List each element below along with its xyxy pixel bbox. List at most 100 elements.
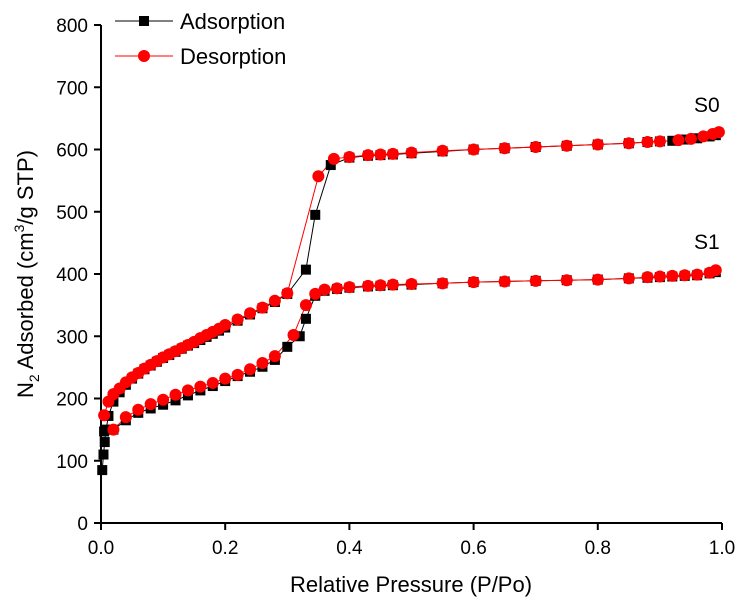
desorption-point [672, 134, 685, 147]
desorption-point [405, 146, 418, 159]
desorption-point [268, 350, 281, 363]
y-tick-label: 100 [56, 452, 88, 473]
legend: Adsorption Desorption [115, 9, 286, 69]
ticks: 0.0 0.2 0.4 0.6 0.8 1.0 0 100 200 300 400 500 600 700… [56, 16, 735, 559]
adsorption-point [300, 264, 311, 275]
desorption-point [102, 395, 115, 408]
adsorption-point [282, 341, 293, 352]
adsorption-point [97, 465, 108, 476]
desorption-point [231, 368, 244, 381]
desorption-point [641, 136, 654, 149]
y-tick-label: 300 [56, 327, 88, 348]
legend-marker-desorption [138, 50, 150, 62]
desorption-point [157, 393, 170, 406]
desorption-point [219, 372, 232, 385]
desorption-point [362, 279, 375, 292]
desorption-point [312, 170, 325, 183]
adsorption-point [99, 426, 110, 437]
desorption-point [98, 409, 111, 422]
adsorption-point [310, 209, 321, 220]
desorption-point [697, 130, 710, 143]
adsorption-point [692, 133, 703, 144]
desorption-point [256, 357, 269, 370]
desorption-point [529, 141, 542, 154]
desorption-point [653, 135, 666, 148]
desorption-point [318, 283, 331, 296]
y-axis-title-middle: Adsorbed (cm [13, 232, 38, 374]
series-line [113, 269, 716, 430]
desorption-point [343, 150, 356, 163]
desorption-point [498, 142, 511, 155]
desorption-point [169, 388, 182, 401]
y-axis-title: N2 Adsorbed (cm3/g STP) [11, 150, 42, 398]
desorption-point [386, 147, 399, 160]
legend-label-adsorption: Adsorption [180, 9, 285, 34]
desorption-point [362, 149, 375, 162]
desorption-point [622, 272, 635, 285]
adsorption-point [294, 331, 305, 342]
desorption-point [181, 384, 194, 397]
legend-marker-adsorption [139, 16, 149, 26]
desorption-point [206, 376, 219, 389]
desorption-point [374, 279, 387, 292]
desorption-point [703, 266, 716, 279]
legend-label-desorption: Desorption [180, 44, 286, 69]
desorption-point [684, 132, 697, 145]
desorption-point [268, 294, 281, 307]
desorption-point [107, 423, 120, 436]
desorption-point [641, 271, 654, 284]
x-tick-label: 0.8 [585, 538, 611, 559]
desorption-point [144, 398, 157, 411]
desorption-point [281, 287, 294, 300]
annotation-s0: S0 [694, 94, 720, 117]
x-tick-label: 0.4 [336, 538, 363, 559]
y-axis-title-subscript: 2 [26, 374, 42, 382]
desorption-point [691, 268, 704, 281]
y-tick-label: 200 [56, 390, 88, 411]
desorption-point [498, 275, 511, 288]
x-tick-label: 1.0 [709, 538, 735, 559]
desorption-point [299, 299, 312, 312]
desorption-point [653, 270, 666, 283]
desorption-point [330, 282, 343, 295]
desorption-point [467, 143, 480, 156]
desorption-point [560, 274, 573, 287]
desorption-point [194, 380, 207, 393]
adsorption-point [679, 134, 690, 145]
y-tick-label: 0 [77, 514, 88, 535]
y-axis-title-end: /g STP) [13, 150, 38, 225]
desorption-point [405, 277, 418, 290]
y-tick-label: 800 [56, 16, 88, 37]
adsorption-point [325, 160, 336, 171]
x-tick-label: 0.2 [212, 538, 238, 559]
adsorption-point [99, 437, 110, 448]
desorption-point [309, 287, 322, 300]
desorption-point [256, 301, 269, 314]
desorption-point [436, 144, 449, 157]
y-tick-label: 700 [56, 78, 88, 99]
y-tick-label: 400 [56, 265, 88, 286]
desorption-point [231, 313, 244, 326]
x-axis-title: Relative Pressure (P/Po) [290, 572, 532, 597]
desorption-point [287, 329, 300, 342]
adsorption-point [667, 135, 678, 146]
desorption-point [467, 276, 480, 289]
adsorption-point [98, 449, 109, 460]
desorption-point [529, 274, 542, 287]
series-line [103, 271, 716, 432]
desorption-point [706, 127, 719, 140]
desorption-point [244, 307, 257, 320]
x-tick-label: 0.6 [460, 538, 486, 559]
desorption-point [678, 269, 691, 282]
annotation-s1: S1 [694, 231, 720, 254]
desorption-point [343, 281, 356, 294]
desorption-point [119, 411, 132, 424]
desorption-point [622, 137, 635, 150]
desorption-point [374, 148, 387, 161]
y-tick-label: 600 [56, 141, 88, 162]
adsorption-point [300, 313, 311, 324]
desorption-point [132, 403, 145, 416]
y-axis-title-superscript: 3 [11, 224, 27, 232]
series-group [97, 126, 725, 476]
